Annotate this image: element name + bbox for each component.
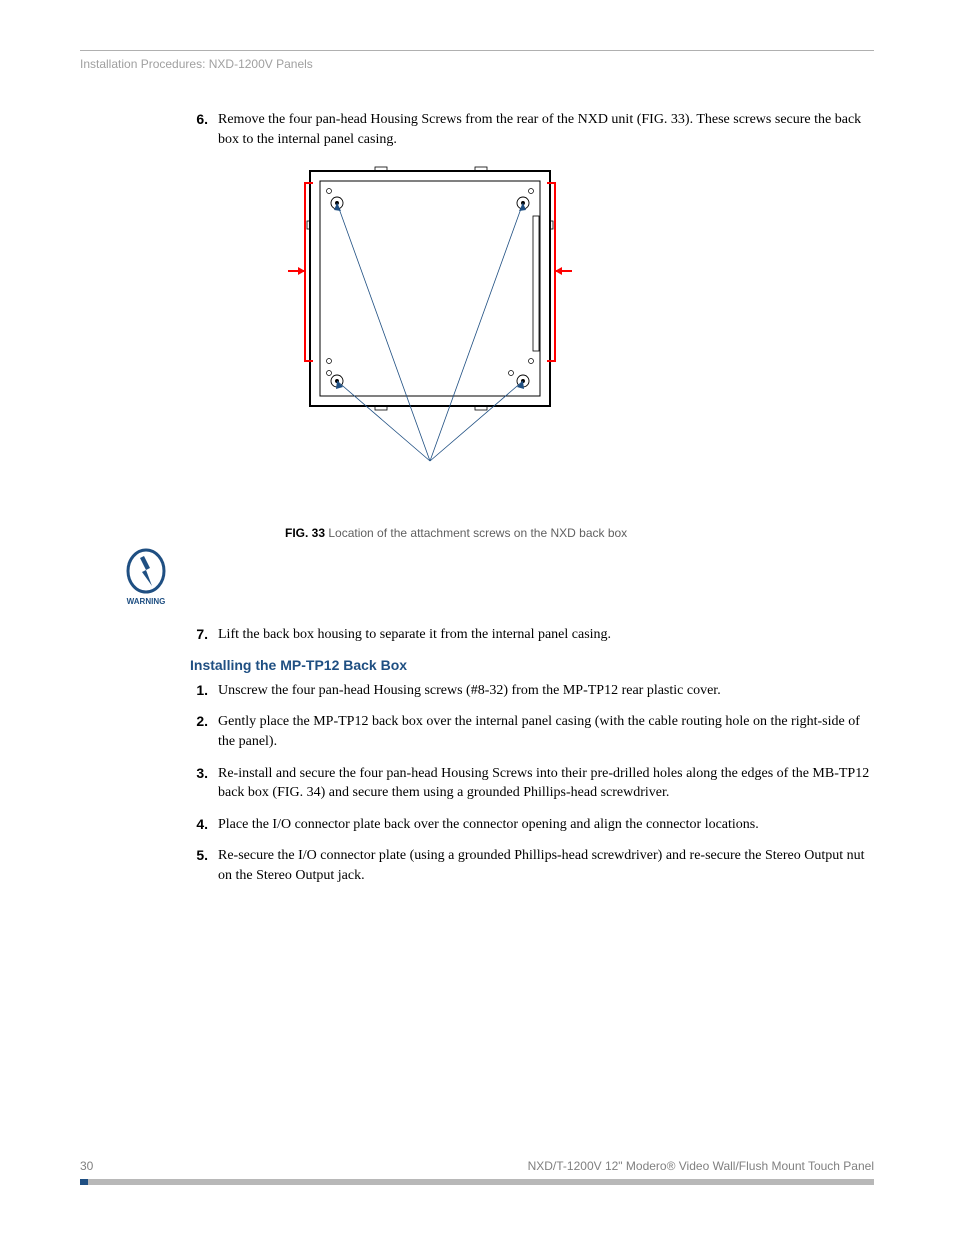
figure-diagram: FIG. 33 Location of the attachment screw…: [285, 161, 874, 540]
back-box-diagram: [285, 161, 585, 471]
step-number: 2.: [190, 712, 218, 751]
svg-text:WARNING: WARNING: [127, 597, 166, 606]
step-text: Place the I/O connector plate back over …: [218, 815, 874, 835]
step-text: Remove the four pan-head Housing Screws …: [218, 110, 874, 149]
step-text: Re-secure the I/O connector plate (using…: [218, 846, 874, 885]
step-item: 1. Unscrew the four pan-head Housing scr…: [190, 681, 874, 701]
step-number: 3.: [190, 764, 218, 803]
step-number: 4.: [190, 815, 218, 835]
page-number: 30: [80, 1159, 93, 1173]
step-item: 3. Re-install and secure the four pan-he…: [190, 764, 874, 803]
step-text: Lift the back box housing to separate it…: [218, 625, 874, 645]
figure-label: FIG. 33: [285, 526, 325, 540]
step-text: Gently place the MP-TP12 back box over t…: [218, 712, 874, 751]
page-footer: 30 NXD/T-1200V 12" Modero® Video Wall/Fl…: [80, 1159, 874, 1185]
step-item: 2. Gently place the MP-TP12 back box ove…: [190, 712, 874, 751]
step-number: 6.: [190, 110, 218, 149]
figure-caption-text: Location of the attachment screws on the…: [325, 526, 627, 540]
step-text: Re-install and secure the four pan-head …: [218, 764, 874, 803]
breadcrumb: Installation Procedures: NXD-1200V Panel…: [80, 57, 313, 71]
step-item: 7. Lift the back box housing to separate…: [190, 625, 874, 645]
section-heading: Installing the MP-TP12 Back Box: [190, 657, 874, 673]
page-header: Installation Procedures: NXD-1200V Panel…: [80, 50, 874, 71]
figure-caption: FIG. 33 Location of the attachment screw…: [285, 526, 874, 540]
step-item: 4. Place the I/O connector plate back ov…: [190, 815, 874, 835]
step-number: 1.: [190, 681, 218, 701]
step-number: 5.: [190, 846, 218, 885]
footer-accent: [80, 1179, 88, 1185]
main-content: 6. Remove the four pan-head Housing Scre…: [190, 110, 874, 898]
step-number: 7.: [190, 625, 218, 645]
step-item: 6. Remove the four pan-head Housing Scre…: [190, 110, 874, 149]
step-item: 5. Re-secure the I/O connector plate (us…: [190, 846, 874, 885]
doc-title: NXD/T-1200V 12" Modero® Video Wall/Flush…: [528, 1159, 874, 1173]
warning-icon: WARNING: [120, 548, 172, 613]
step-text: Unscrew the four pan-head Housing screws…: [218, 681, 874, 701]
